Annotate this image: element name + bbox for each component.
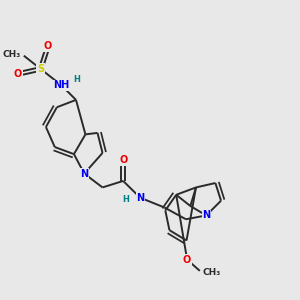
Text: O: O xyxy=(119,155,127,165)
Text: O: O xyxy=(14,69,22,79)
Text: O: O xyxy=(44,41,52,51)
Text: N: N xyxy=(80,169,88,178)
Text: H: H xyxy=(73,75,80,84)
Text: O: O xyxy=(183,255,191,265)
Text: N: N xyxy=(136,193,144,203)
Text: H: H xyxy=(123,195,130,204)
Text: NH: NH xyxy=(53,80,69,90)
Text: N: N xyxy=(202,210,210,220)
Text: CH₃: CH₃ xyxy=(203,268,221,277)
Text: CH₃: CH₃ xyxy=(3,50,21,59)
Text: S: S xyxy=(37,64,44,74)
